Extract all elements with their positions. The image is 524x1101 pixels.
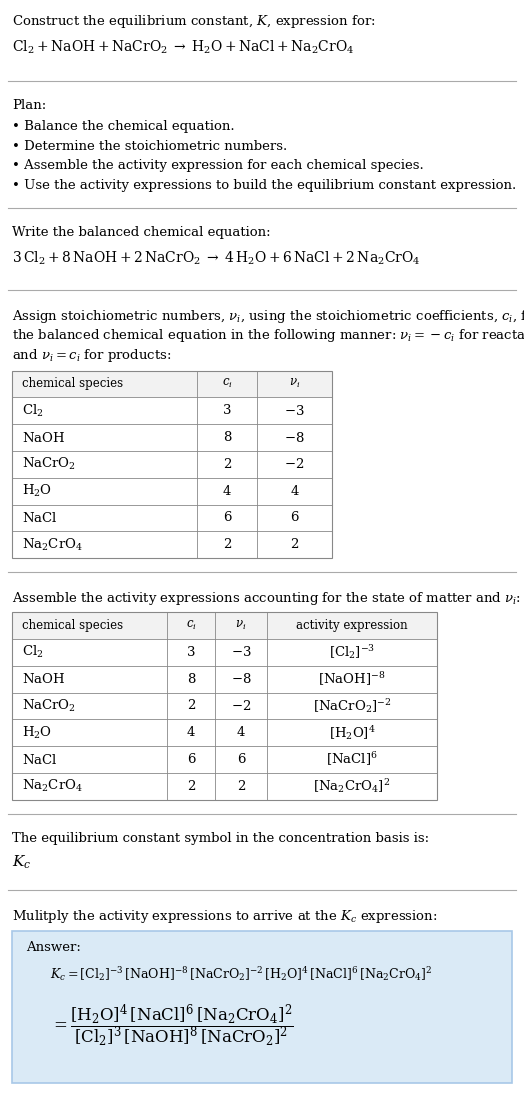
Text: 3: 3 (223, 404, 231, 417)
Text: Mulitply the activity expressions to arrive at the $K_c$ expression:: Mulitply the activity expressions to arr… (12, 907, 438, 925)
Text: 2: 2 (223, 538, 231, 552)
Text: Construct the equilibrium constant, $K$, expression for:: Construct the equilibrium constant, $K$,… (12, 13, 376, 30)
Text: $\nu_i$: $\nu_i$ (289, 378, 300, 391)
Text: $c_i$: $c_i$ (222, 378, 233, 391)
Text: Write the balanced chemical equation:: Write the balanced chemical equation: (12, 226, 270, 239)
Text: 2: 2 (187, 699, 195, 712)
Text: 2: 2 (237, 780, 245, 793)
Text: $-3$: $-3$ (231, 645, 252, 659)
Text: 8: 8 (187, 673, 195, 686)
Text: Assemble the activity expressions accounting for the state of matter and $\nu_i$: Assemble the activity expressions accoun… (12, 590, 521, 607)
Text: $\mathrm{NaCl}$: $\mathrm{NaCl}$ (22, 752, 58, 766)
Text: $\mathrm{NaCrO_2}$: $\mathrm{NaCrO_2}$ (22, 698, 76, 713)
Text: $\mathrm{NaOH}$: $\mathrm{NaOH}$ (22, 672, 65, 686)
Text: 6: 6 (290, 511, 299, 524)
Text: $[\mathrm{H_2O}]^{4}$: $[\mathrm{H_2O}]^{4}$ (329, 723, 375, 742)
Text: 2: 2 (223, 458, 231, 471)
Text: and $\nu_i = c_i$ for products:: and $\nu_i = c_i$ for products: (12, 347, 171, 364)
Text: $-2$: $-2$ (285, 457, 304, 471)
Bar (12, 371, 332, 558)
Bar (12, 612, 437, 799)
FancyBboxPatch shape (12, 930, 512, 1082)
Text: $\mathrm{Na_2CrO_4}$: $\mathrm{Na_2CrO_4}$ (22, 778, 83, 794)
Text: $\mathrm{NaOH}$: $\mathrm{NaOH}$ (22, 430, 65, 445)
Text: 2: 2 (290, 538, 299, 552)
Bar (12, 612, 437, 639)
Text: $\mathrm{NaCrO_2}$: $\mathrm{NaCrO_2}$ (22, 456, 76, 472)
Text: 8: 8 (223, 430, 231, 444)
Text: • Balance the chemical equation.: • Balance the chemical equation. (12, 120, 235, 133)
Text: $\mathrm{H_2O}$: $\mathrm{H_2O}$ (22, 483, 52, 499)
Text: $-8$: $-8$ (284, 430, 305, 445)
Text: 4: 4 (223, 484, 231, 498)
Text: $K_c = [\mathrm{Cl_2}]^{-3}\,[\mathrm{NaOH}]^{-8}\,[\mathrm{NaCrO_2}]^{-2}\,[\ma: $K_c = [\mathrm{Cl_2}]^{-3}\,[\mathrm{Na… (50, 964, 432, 983)
Text: $[\mathrm{NaCrO_2}]^{-2}$: $[\mathrm{NaCrO_2}]^{-2}$ (313, 697, 391, 715)
Text: 6: 6 (237, 753, 245, 766)
Text: $= \dfrac{[\mathrm{H_2O}]^{4}\,[\mathrm{NaCl}]^{6}\,[\mathrm{Na_2CrO_4}]^{2}}{[\: $= \dfrac{[\mathrm{H_2O}]^{4}\,[\mathrm{… (50, 1003, 294, 1049)
Text: 6: 6 (223, 511, 231, 524)
Text: 3: 3 (187, 646, 195, 658)
Text: Answer:: Answer: (26, 940, 81, 953)
Text: $-3$: $-3$ (284, 404, 305, 417)
Text: The equilibrium constant symbol in the concentration basis is:: The equilibrium constant symbol in the c… (12, 831, 429, 844)
Text: $\mathrm{Cl_2 + NaOH + NaCrO_2 \;\rightarrow\; H_2O + NaCl + Na_2CrO_4}$: $\mathrm{Cl_2 + NaOH + NaCrO_2 \;\righta… (12, 39, 354, 56)
Text: $\mathrm{H_2O}$: $\mathrm{H_2O}$ (22, 724, 52, 741)
Text: • Assemble the activity expression for each chemical species.: • Assemble the activity expression for e… (12, 159, 424, 172)
Text: 4: 4 (187, 727, 195, 739)
Text: Plan:: Plan: (12, 99, 46, 112)
Text: 2: 2 (187, 780, 195, 793)
Text: chemical species: chemical species (22, 619, 123, 632)
Text: $K_c$: $K_c$ (12, 853, 31, 871)
Bar (12, 612, 437, 799)
Text: Assign stoichiometric numbers, $\nu_i$, using the stoichiometric coefficients, $: Assign stoichiometric numbers, $\nu_i$, … (12, 308, 524, 325)
Text: 6: 6 (187, 753, 195, 766)
Text: • Determine the stoichiometric numbers.: • Determine the stoichiometric numbers. (12, 140, 287, 153)
Text: $[\mathrm{NaOH}]^{-8}$: $[\mathrm{NaOH}]^{-8}$ (318, 671, 386, 688)
Text: the balanced chemical equation in the following manner: $\nu_i = -c_i$ for react: the balanced chemical equation in the fo… (12, 327, 524, 345)
Bar (12, 371, 332, 558)
Text: $\mathrm{Cl_2}$: $\mathrm{Cl_2}$ (22, 403, 43, 418)
Text: $c_i$: $c_i$ (185, 619, 196, 632)
Text: activity expression: activity expression (296, 619, 408, 632)
Text: 4: 4 (290, 484, 299, 498)
Text: chemical species: chemical species (22, 378, 123, 391)
Text: $\nu_i$: $\nu_i$ (235, 619, 247, 632)
Text: $[\mathrm{Na_2CrO_4}]^{2}$: $[\mathrm{Na_2CrO_4}]^{2}$ (313, 777, 390, 795)
Text: $-8$: $-8$ (231, 672, 252, 686)
Text: $[\mathrm{Cl_2}]^{-3}$: $[\mathrm{Cl_2}]^{-3}$ (329, 643, 375, 662)
Bar (12, 371, 332, 397)
Text: $\mathrm{NaCl}$: $\mathrm{NaCl}$ (22, 511, 58, 525)
Text: • Use the activity expressions to build the equilibrium constant expression.: • Use the activity expressions to build … (12, 178, 516, 192)
Text: $-2$: $-2$ (231, 699, 251, 713)
Text: 4: 4 (237, 727, 245, 739)
Text: $\mathrm{Na_2CrO_4}$: $\mathrm{Na_2CrO_4}$ (22, 536, 83, 553)
Text: $\mathrm{3\,Cl_2 + 8\,NaOH + 2\,NaCrO_2 \;\rightarrow\; 4\,H_2O + 6\,NaCl + 2\,N: $\mathrm{3\,Cl_2 + 8\,NaOH + 2\,NaCrO_2 … (12, 250, 421, 268)
Text: $[\mathrm{NaCl}]^{6}$: $[\mathrm{NaCl}]^{6}$ (326, 751, 378, 768)
Text: $\mathrm{Cl_2}$: $\mathrm{Cl_2}$ (22, 644, 43, 661)
